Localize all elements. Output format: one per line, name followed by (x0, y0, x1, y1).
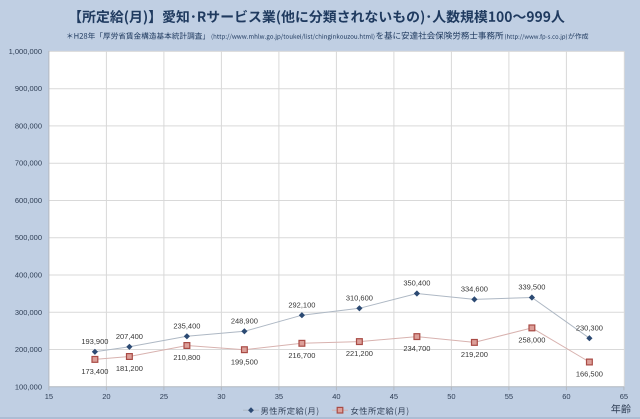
svg-text:200,000: 200,000 (15, 345, 42, 354)
svg-text:234,700: 234,700 (403, 344, 430, 353)
svg-text:235,400: 235,400 (173, 321, 200, 330)
svg-text:193,900: 193,900 (81, 337, 108, 346)
svg-text:30: 30 (217, 392, 225, 401)
svg-text:334,600: 334,600 (461, 285, 488, 294)
svg-text:25: 25 (160, 392, 168, 401)
svg-text:310,600: 310,600 (346, 293, 373, 302)
svg-text:248,900: 248,900 (231, 316, 258, 325)
svg-text:166,500: 166,500 (576, 370, 603, 379)
svg-text:35: 35 (275, 392, 283, 401)
svg-text:900,000: 900,000 (15, 84, 42, 93)
svg-text:199,500: 199,500 (231, 357, 258, 366)
svg-text:221,200: 221,200 (346, 349, 373, 358)
svg-text:600,000: 600,000 (15, 196, 42, 205)
svg-text:60: 60 (562, 392, 570, 401)
svg-text:173,400: 173,400 (81, 367, 108, 376)
svg-text:292,100: 292,100 (288, 300, 315, 309)
svg-text:230,300: 230,300 (576, 323, 603, 332)
svg-text:100,000: 100,000 (15, 382, 42, 391)
svg-text:55: 55 (505, 392, 513, 401)
svg-text:50: 50 (447, 392, 455, 401)
svg-text:45: 45 (390, 392, 398, 401)
svg-text:20: 20 (102, 392, 110, 401)
svg-text:258,000: 258,000 (518, 336, 545, 345)
svg-text:500,000: 500,000 (15, 233, 42, 242)
svg-text:181,200: 181,200 (116, 364, 143, 373)
svg-text:339,500: 339,500 (518, 283, 545, 292)
svg-text:300,000: 300,000 (15, 308, 42, 317)
svg-text:40: 40 (332, 392, 340, 401)
svg-text:210,800: 210,800 (173, 353, 200, 362)
svg-text:400,000: 400,000 (15, 271, 42, 280)
svg-text:1,000,000: 1,000,000 (9, 47, 42, 56)
svg-text:65: 65 (620, 392, 628, 401)
svg-text:207,400: 207,400 (116, 332, 143, 341)
svg-text:15: 15 (45, 392, 53, 401)
svg-text:219,200: 219,200 (461, 350, 488, 359)
svg-text:800,000: 800,000 (15, 121, 42, 130)
svg-text:216,700: 216,700 (288, 351, 315, 360)
svg-text:700,000: 700,000 (15, 159, 42, 168)
svg-text:350,400: 350,400 (403, 279, 430, 288)
